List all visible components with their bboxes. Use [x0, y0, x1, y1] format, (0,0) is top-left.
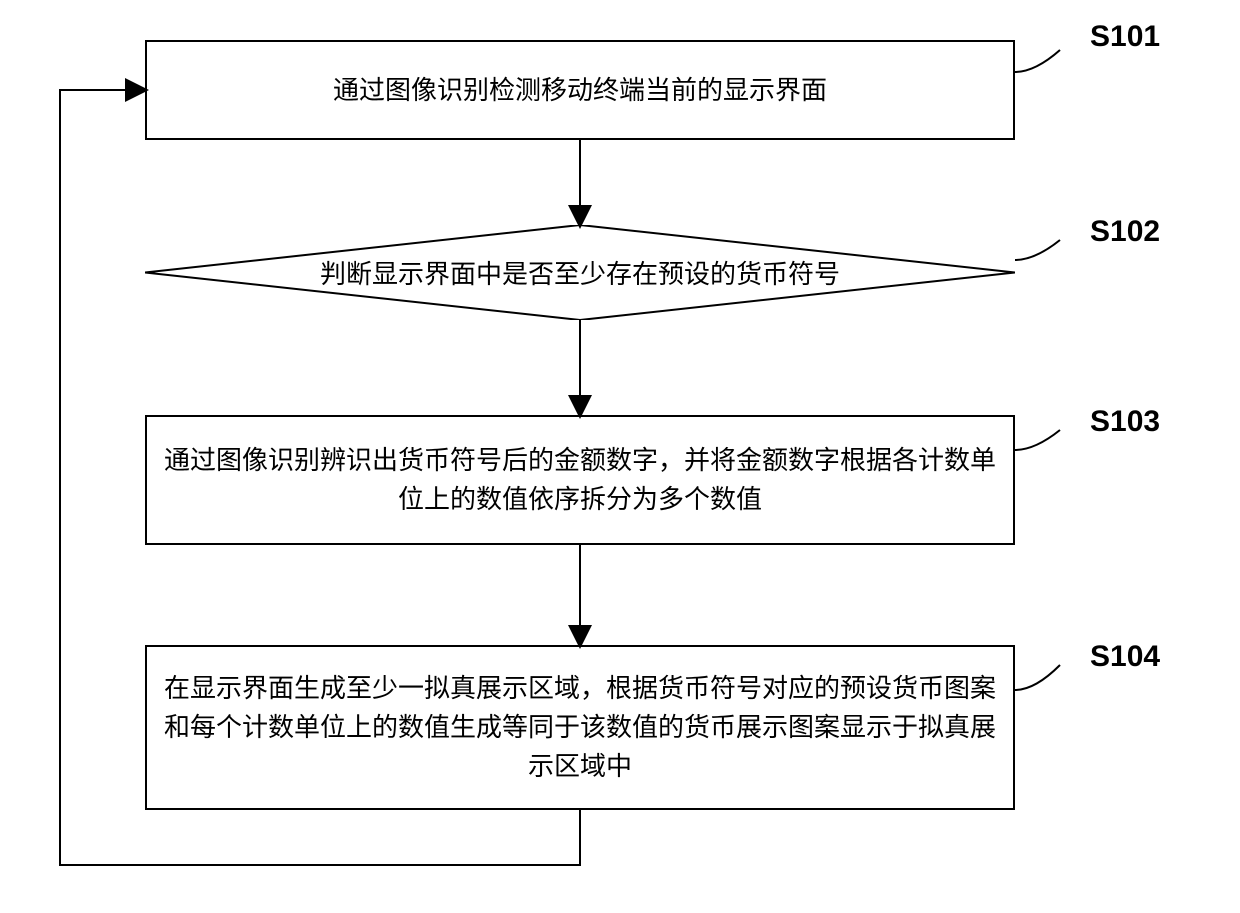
node-s104: 在显示界面生成至少一拟真展示区域，根据货币符号对应的预设货币图案和每个计数单位上…	[145, 645, 1015, 810]
label-s102: S102	[1090, 215, 1160, 249]
node-s101: 通过图像识别检测移动终端当前的显示界面	[145, 40, 1015, 140]
label-s101: S101	[1090, 20, 1160, 54]
flowchart-canvas: 通过图像识别检测移动终端当前的显示界面 S101 判断显示界面中是否至少存在预设…	[0, 0, 1240, 913]
node-s102-text: 判断显示界面中是否至少存在预设的货币符号	[145, 225, 1015, 320]
label-s104: S104	[1090, 640, 1160, 674]
node-s103-text: 通过图像识别辨识出货币符号后的金额数字，并将金额数字根据各计数单位上的数值依序拆…	[163, 441, 997, 519]
node-s102: 判断显示界面中是否至少存在预设的货币符号	[145, 225, 1015, 320]
node-s101-text: 通过图像识别检测移动终端当前的显示界面	[333, 71, 827, 110]
label-s103: S103	[1090, 405, 1160, 439]
node-s104-text: 在显示界面生成至少一拟真展示区域，根据货币符号对应的预设货币图案和每个计数单位上…	[163, 669, 997, 786]
node-s103: 通过图像识别辨识出货币符号后的金额数字，并将金额数字根据各计数单位上的数值依序拆…	[145, 415, 1015, 545]
